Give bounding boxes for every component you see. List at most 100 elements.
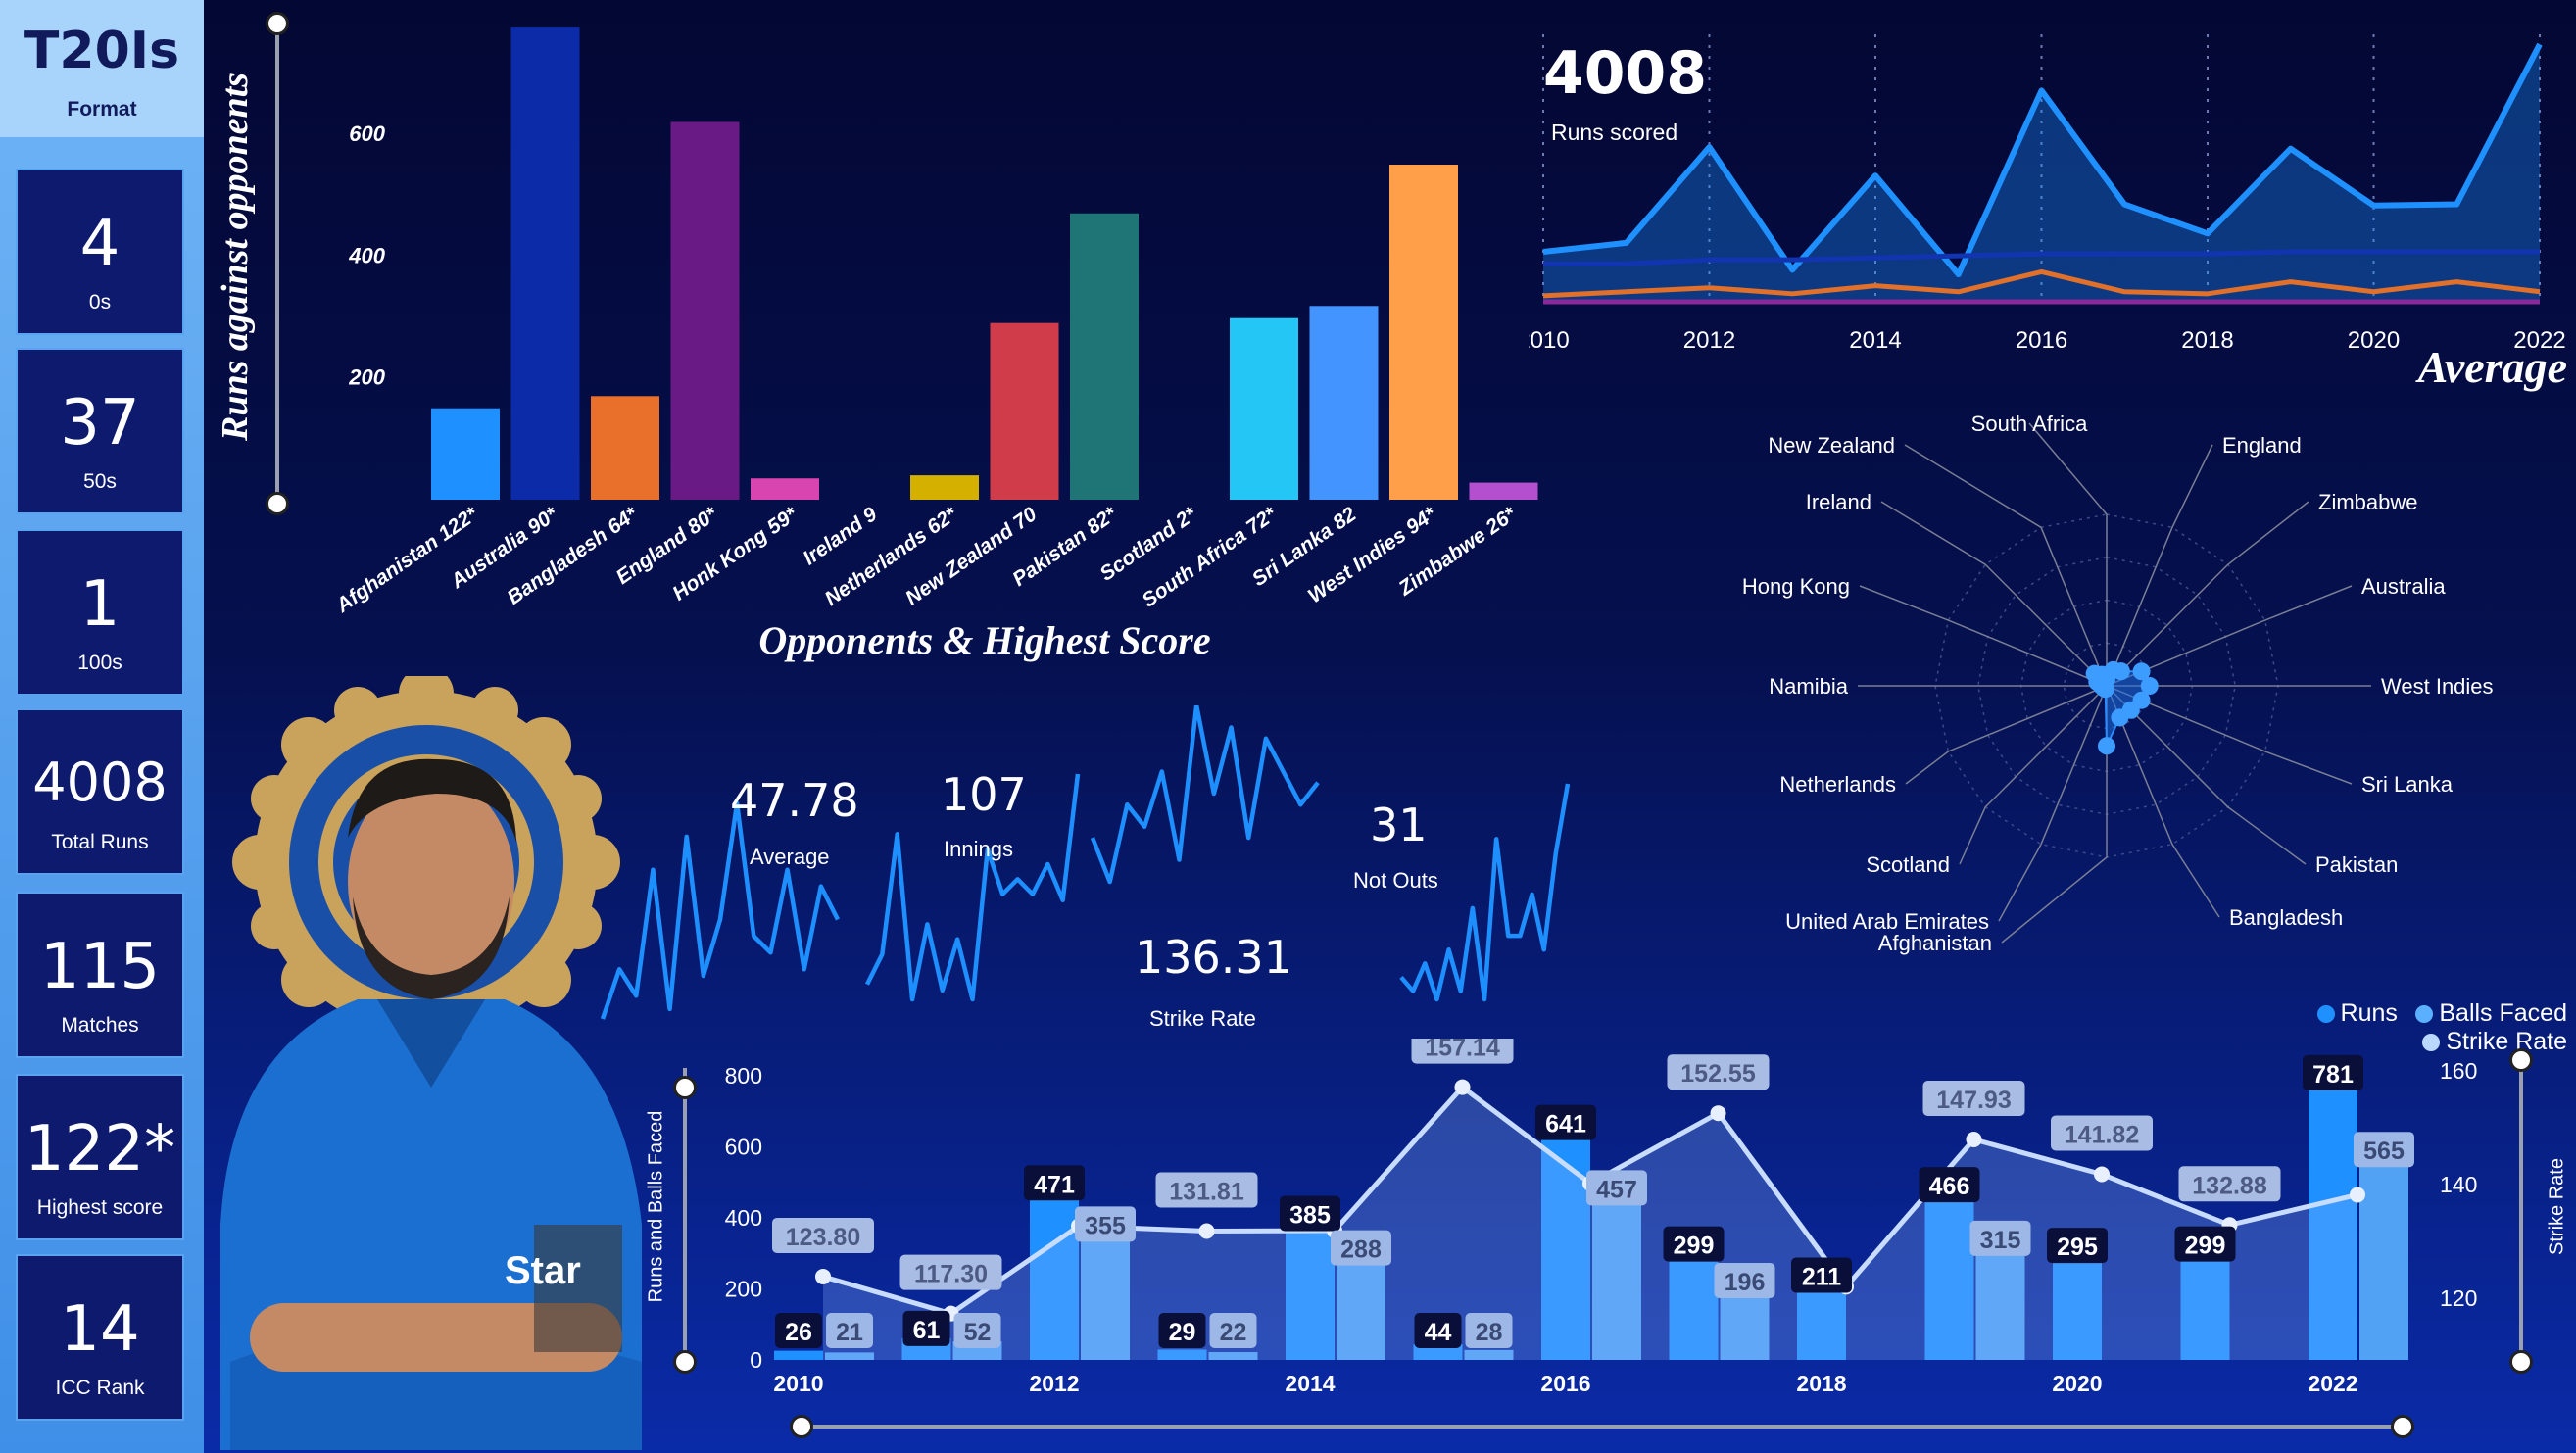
combo-right-slider-bottom-handle[interactable] xyxy=(2509,1350,2533,1374)
combo-x-tick-3: 2016 xyxy=(1540,1371,1590,1396)
opp-x-label-2: Bangladesh 64* xyxy=(504,503,643,609)
opponents-slider-track[interactable] xyxy=(275,24,279,504)
combo-y2-tick-0: 120 xyxy=(2440,1285,2477,1311)
kpi-matches-label: Matches xyxy=(61,1014,139,1037)
combo-runs-bar-4 xyxy=(1286,1223,1335,1360)
svg-text:132.88: 132.88 xyxy=(2192,1172,2267,1199)
opp-bar-10 xyxy=(1230,317,1298,500)
spark-strike-rate-value: 136.31 xyxy=(1135,931,1292,984)
radar-label-5: Sri Lanka xyxy=(2361,772,2454,797)
radar-label-4: West Indies xyxy=(2381,674,2494,699)
combo-y-tick-2: 400 xyxy=(725,1205,762,1231)
sidebar: T20Is Format 4 0s 37 50s 1 100s 4008 Tot… xyxy=(0,0,204,1453)
runs-balls-strike-rate-chart: 0 200 400 600 800 120 140 160 2010 2012 2014 2016 20… xyxy=(725,1039,2477,1396)
opponents-x-axis-title: Opponents & Highest Score xyxy=(758,618,1211,662)
combo-balls-label-6: 457 xyxy=(1586,1170,1647,1206)
combo-x-slider-right-handle[interactable] xyxy=(2391,1415,2414,1438)
radar-spoke-1 xyxy=(2106,444,2213,687)
combo-balls-bar-3 xyxy=(1208,1352,1258,1360)
combo-runs-bar-2 xyxy=(1030,1192,1079,1360)
combo-left-slider-track[interactable] xyxy=(683,1068,687,1362)
avg-x-tick-5: 2020 xyxy=(2348,327,2400,353)
radar-label-0: South Africa xyxy=(1971,412,2088,436)
kpi-icc-rank-label: ICC Rank xyxy=(55,1377,145,1399)
svg-text:457: 457 xyxy=(1596,1176,1637,1203)
opp-bar-12 xyxy=(1389,165,1458,500)
combo-sr-label-9: 147.93 xyxy=(1922,1081,2025,1117)
combo-sr-point-10 xyxy=(2094,1166,2110,1183)
sparkline-0 xyxy=(600,800,841,1020)
radar-label-9: United Arab Emirates xyxy=(1785,909,1989,934)
radar-spoke-3 xyxy=(2106,585,2353,687)
svg-text:299: 299 xyxy=(1674,1233,1715,1260)
svg-text:21: 21 xyxy=(836,1319,863,1346)
combo-sr-label-11: 132.88 xyxy=(2178,1166,2281,1202)
avg-series-line-1 xyxy=(1543,249,2540,266)
combo-right-slider-track[interactable] xyxy=(2519,1060,2523,1364)
radar-label-8: Afghanistan xyxy=(1878,931,1992,955)
combo-right-slider-top-handle[interactable] xyxy=(2509,1048,2533,1072)
svg-text:466: 466 xyxy=(1929,1173,1970,1200)
combo-left-axis-title: Runs and Balls Faced xyxy=(645,1110,667,1303)
combo-runs-bar-7 xyxy=(1669,1253,1719,1360)
combo-x-slider-track[interactable] xyxy=(802,1425,2404,1429)
combo-sr-area xyxy=(823,1087,2357,1360)
combo-runs-label-11: 299 xyxy=(2174,1226,2236,1262)
legend-strike-rate-dot xyxy=(2422,1034,2441,1051)
opp-y-tick-2: 600 xyxy=(349,121,385,146)
kpi-matches-value: 115 xyxy=(39,931,161,1003)
opp-bar-0 xyxy=(431,408,500,500)
avg-x-tick-6: 2022 xyxy=(2513,327,2565,353)
combo-sr-point-9 xyxy=(1966,1132,1982,1148)
radar-label-14: Ireland xyxy=(1806,490,1871,514)
spark-average-value: 47.78 xyxy=(730,774,859,827)
svg-text:565: 565 xyxy=(2363,1138,2405,1165)
svg-text:29: 29 xyxy=(1169,1319,1196,1346)
opponents-slider-top-handle[interactable] xyxy=(266,12,289,35)
combo-runs-bar-9 xyxy=(1924,1194,1974,1360)
radar-label-2: Zimbabwe xyxy=(2318,490,2417,514)
kpi-highest-score-label: Highest score xyxy=(36,1196,164,1219)
opp-bar-8 xyxy=(1070,213,1139,500)
radar-spoke-5 xyxy=(2106,685,2353,785)
avg-x-tick-0: 2010 xyxy=(1529,327,1570,353)
svg-text:471: 471 xyxy=(1034,1171,1075,1198)
legend-strike-rate-label: Strike Rate xyxy=(2446,1028,2567,1055)
combo-sr-label-10: 141.82 xyxy=(2051,1115,2153,1151)
format-card[interactable]: T20Is Format xyxy=(0,0,204,137)
combo-x-slider-left-handle[interactable] xyxy=(790,1415,813,1438)
kpi-hundreds-card: 1 100s xyxy=(16,529,184,696)
svg-text:299: 299 xyxy=(2185,1233,2226,1260)
combo-left-slider-top-handle[interactable] xyxy=(673,1076,697,1099)
legend-balls-faced-dot xyxy=(2415,1005,2434,1023)
radar-spoke-7 xyxy=(2106,685,2220,918)
combo-y-tick-4: 800 xyxy=(725,1063,762,1089)
opp-bar-3 xyxy=(670,121,740,500)
combo-sr-point-0 xyxy=(815,1268,831,1284)
legend-runs[interactable]: Runs xyxy=(2316,999,2398,1028)
svg-text:131.81: 131.81 xyxy=(1169,1179,1244,1206)
combo-x-tick-4: 2018 xyxy=(1796,1371,1846,1396)
spark-strike-rate-label: Strike Rate xyxy=(1149,1006,1256,1031)
combo-x-tick-0: 2010 xyxy=(773,1371,823,1396)
combo-balls-label-1: 52 xyxy=(953,1313,1001,1348)
kpi-zeros-label: 0s xyxy=(88,291,112,314)
combo-balls-bar-7 xyxy=(1720,1289,1770,1360)
svg-text:196: 196 xyxy=(1725,1269,1766,1296)
combo-x-tick-1: 2012 xyxy=(1029,1371,1079,1396)
kpi-matches-card: 115 Matches xyxy=(16,892,184,1058)
combo-balls-bar-9 xyxy=(1975,1247,2025,1360)
average-chart-title: Average xyxy=(2417,342,2567,392)
radar-spoke-14 xyxy=(1880,501,2108,687)
opp-bar-6 xyxy=(910,475,979,500)
opponents-slider-bottom-handle[interactable] xyxy=(266,492,289,515)
radar-label-6: Pakistan xyxy=(2315,852,2398,877)
radar-spoke-10 xyxy=(1959,685,2108,865)
legend-balls-faced[interactable]: Balls Faced xyxy=(2415,999,2567,1028)
legend-strike-rate[interactable]: Strike Rate xyxy=(2422,1028,2567,1056)
radar-point-15 xyxy=(2093,665,2112,684)
kpi-total-runs-value: 4008 xyxy=(32,751,168,813)
combo-left-slider-bottom-handle[interactable] xyxy=(673,1350,697,1374)
combo-sr-point-12 xyxy=(2350,1187,2365,1203)
combo-sr-label-7: 152.55 xyxy=(1667,1054,1770,1090)
